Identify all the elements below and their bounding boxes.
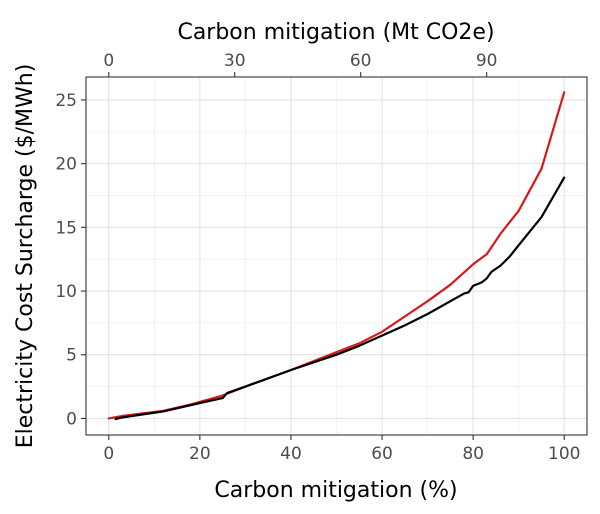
x2-axis-title: Carbon mitigation (Mt CO2e) [177,20,494,45]
x-axis-title: Carbon mitigation (%) [214,478,457,503]
plot-border [85,76,588,436]
x-tick-label: 80 [462,444,484,464]
y-tick-label: 5 [66,346,77,366]
x-tick-label: 40 [280,444,302,464]
y-tick-label: 10 [55,282,77,302]
axis-ticks [81,72,565,440]
y-tick-label: 0 [66,409,77,429]
y-tick-label: 25 [55,91,77,111]
y-tick-label: 15 [55,218,77,238]
x2-tick-label: 30 [224,51,246,71]
tick-labels: 0 20 40 60 80 100 0 30 60 90 0 5 10 15 20 25 [55,51,580,464]
series-line-black [114,176,566,421]
x-tick-label: 100 [548,444,580,464]
grid [86,77,587,435]
x2-tick-label: 90 [476,51,498,71]
y-axis-title: Electricity Cost Surcharge ($/MWh) [13,64,38,449]
series-lines [107,91,566,421]
y-tick-label: 20 [55,155,77,175]
x2-tick-label: 60 [350,51,372,71]
x-tick-label: 0 [103,444,114,464]
x2-tick-label: 0 [103,51,114,71]
x-tick-label: 60 [371,444,393,464]
x-tick-label: 20 [189,444,211,464]
